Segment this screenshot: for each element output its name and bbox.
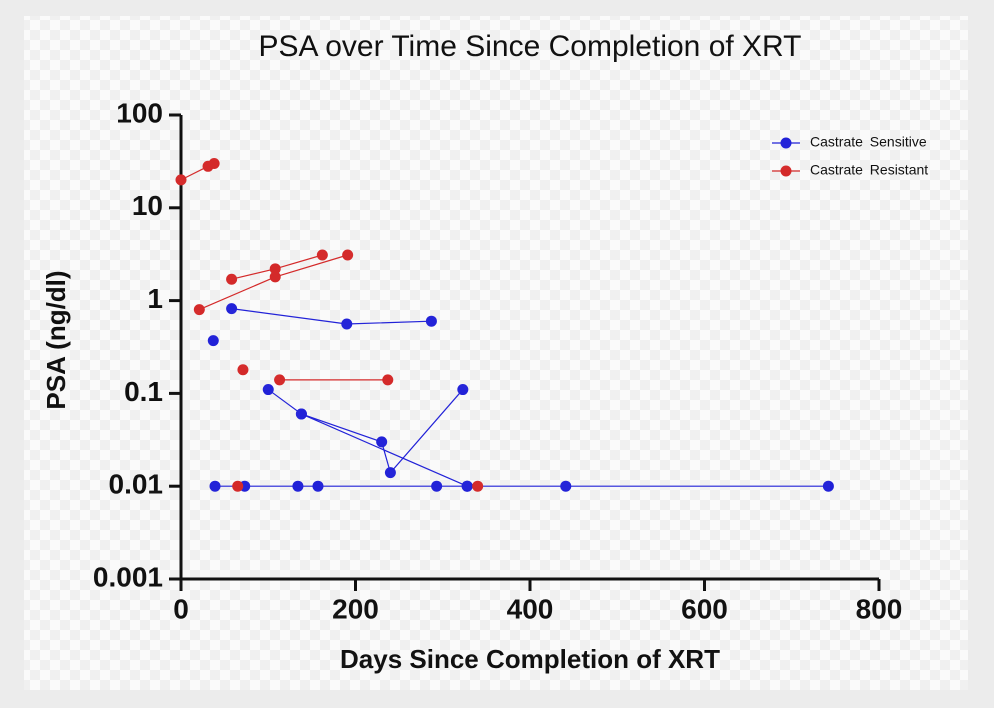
point <box>382 374 394 386</box>
chart-title: PSA over Time Since Completion of XRT <box>258 30 801 63</box>
point <box>262 384 274 396</box>
y-tick-label: 0.01 <box>109 469 164 500</box>
y-tick-label: 0.1 <box>124 376 163 407</box>
x-tick-label: 600 <box>681 593 728 624</box>
point <box>472 480 484 492</box>
x-tick-label: 0 <box>173 593 189 624</box>
point <box>274 374 286 386</box>
point <box>341 318 353 330</box>
point <box>207 335 219 347</box>
point <box>316 249 328 261</box>
point <box>269 263 281 275</box>
legend-label: Castrate Resistant <box>810 162 928 178</box>
point <box>292 480 304 492</box>
point <box>193 304 205 316</box>
y-tick-label: 0.001 <box>93 561 163 592</box>
point <box>342 249 354 261</box>
point <box>269 271 281 283</box>
point <box>237 364 249 376</box>
plot-background <box>24 16 968 690</box>
x-tick-label: 400 <box>507 593 554 624</box>
point <box>560 480 572 492</box>
y-tick-label: 1 <box>147 283 163 314</box>
x-tick-label: 200 <box>332 593 379 624</box>
y-axis-title: PSA (ng/dl) <box>41 270 71 409</box>
point <box>822 480 834 492</box>
point <box>384 467 396 479</box>
point <box>295 408 307 420</box>
point <box>208 158 220 170</box>
point <box>312 480 324 492</box>
point <box>226 273 238 285</box>
point <box>425 315 437 327</box>
point <box>232 480 244 492</box>
point <box>461 480 473 492</box>
y-tick-label: 100 <box>116 97 163 128</box>
point <box>209 480 221 492</box>
legend-marker <box>780 137 792 149</box>
legend-marker <box>780 165 792 177</box>
point <box>175 174 187 186</box>
x-tick-label: 800 <box>856 593 903 624</box>
point <box>431 480 443 492</box>
legend-label: Castrate Sensitive <box>810 134 927 150</box>
point <box>226 303 238 315</box>
point <box>376 436 388 448</box>
y-tick-label: 10 <box>132 190 163 221</box>
point <box>457 384 469 396</box>
x-axis-title: Days Since Completion of XRT <box>340 644 720 674</box>
